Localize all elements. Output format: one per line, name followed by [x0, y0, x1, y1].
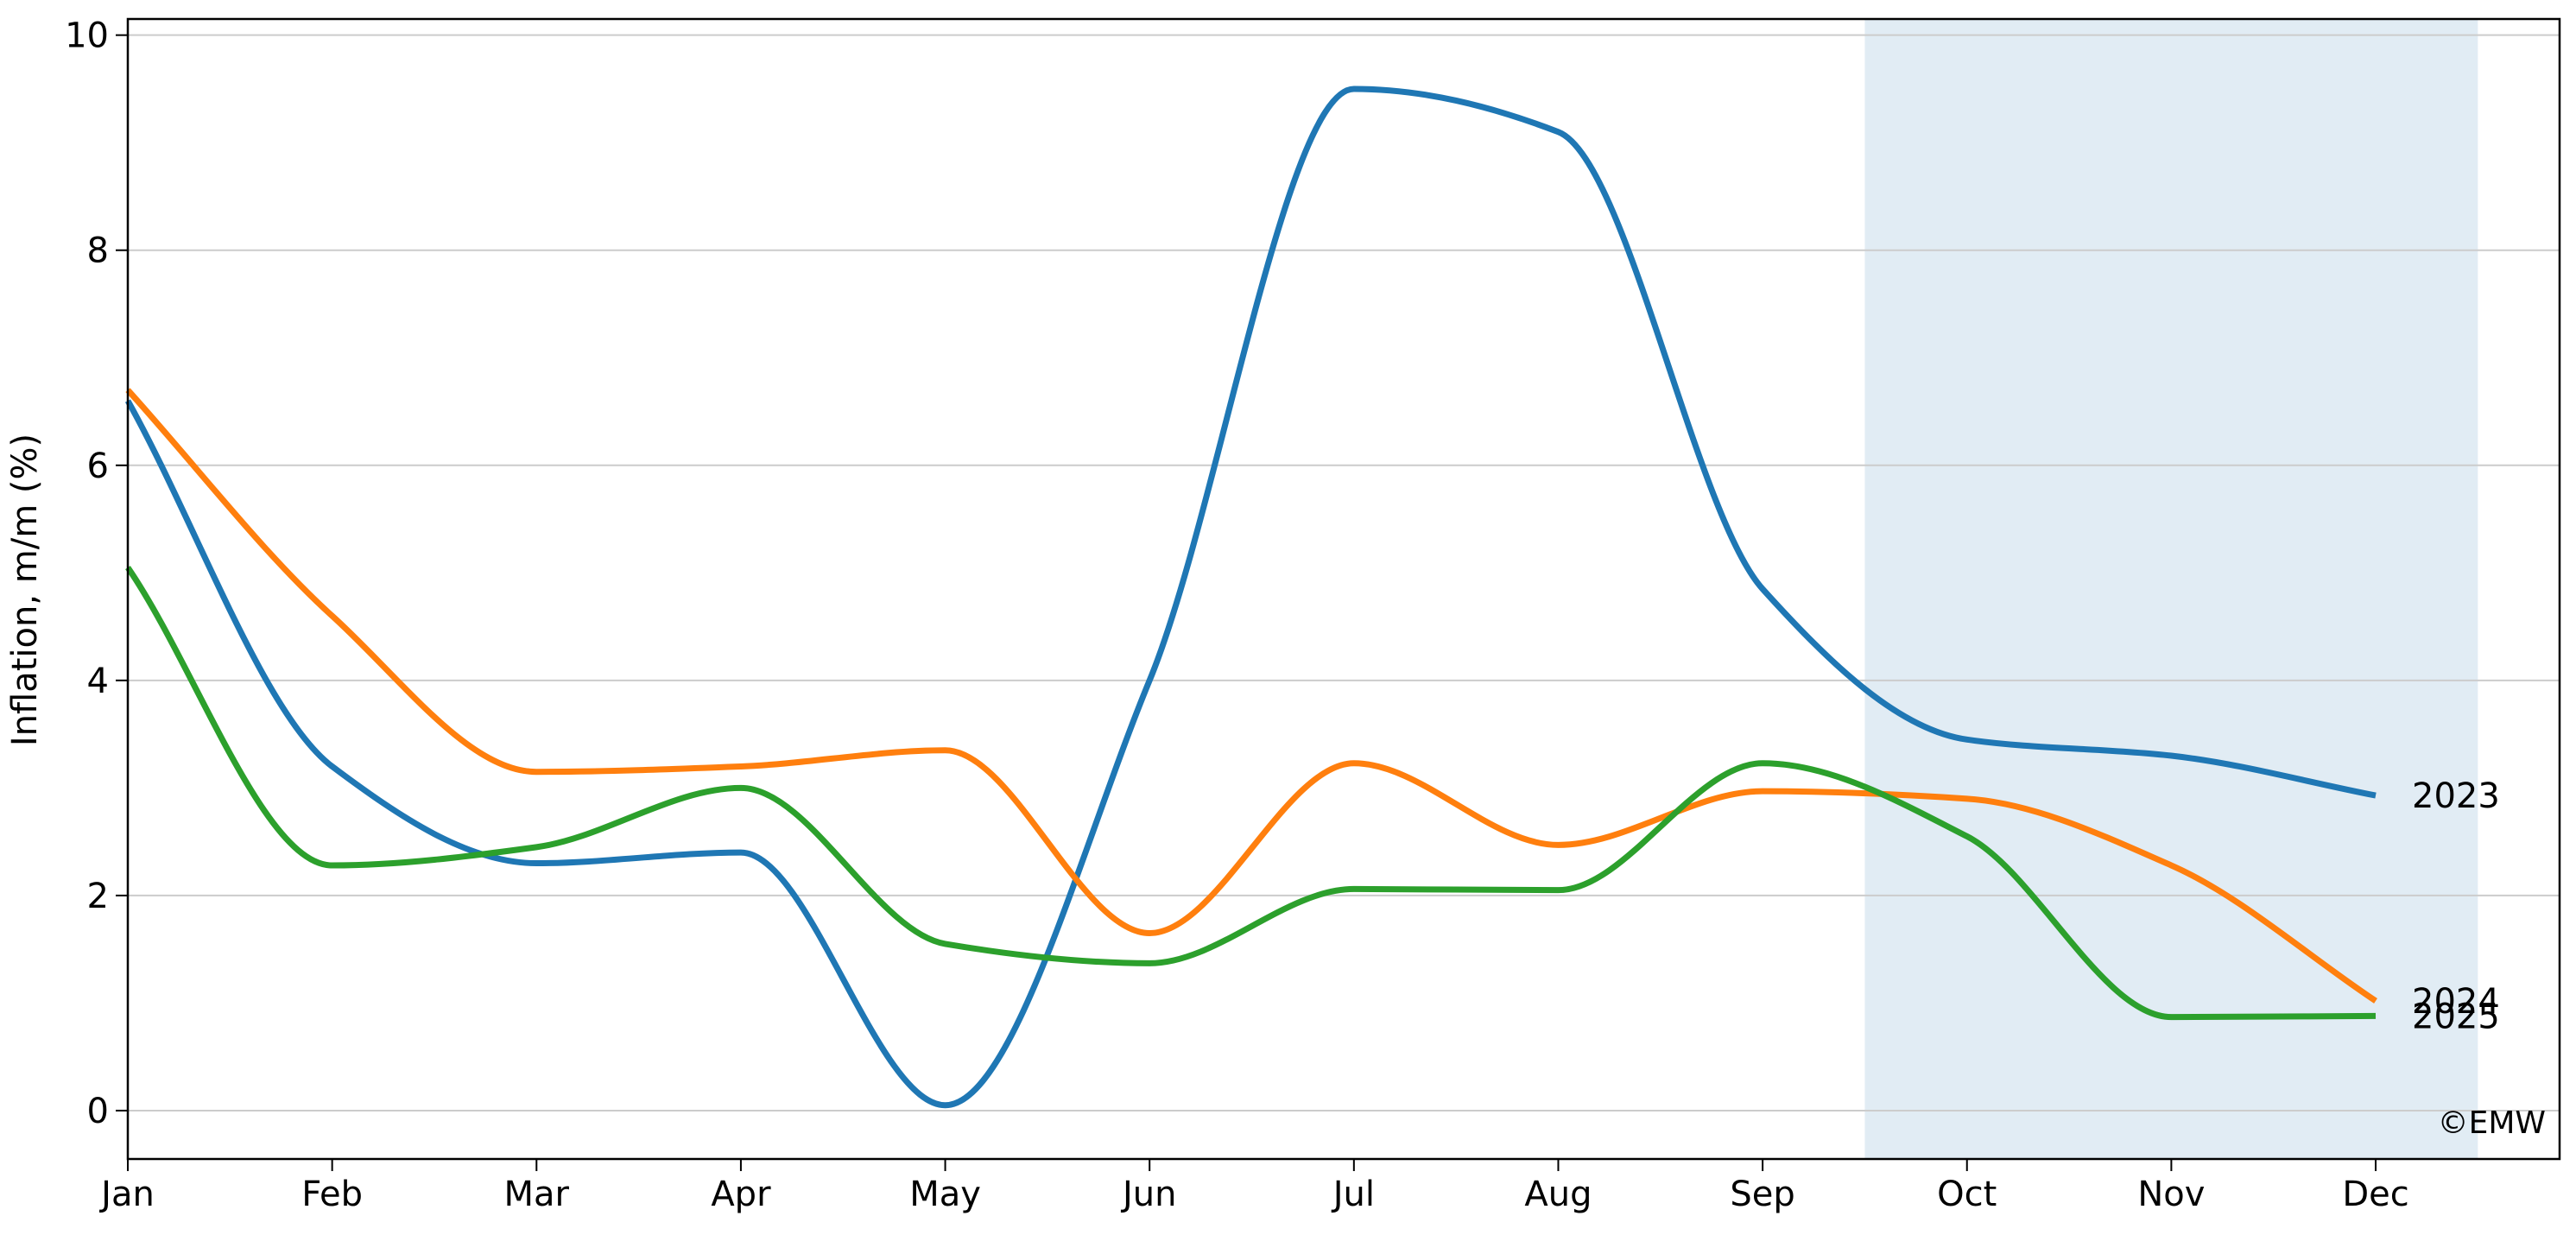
x-tick-label: Feb	[301, 1175, 363, 1214]
highlight-layer	[1864, 19, 2478, 1159]
x-tick-label: Jul	[1331, 1175, 1375, 1214]
x-tick-label: Nov	[2137, 1175, 2205, 1214]
y-tick-label: 0	[87, 1092, 109, 1131]
x-tick-label: Aug	[1524, 1175, 1592, 1214]
y-axis-title: Inflation, m/m (%)	[5, 434, 45, 746]
series-label-2024: 2024	[2412, 982, 2500, 1022]
x-tick-label: Apr	[711, 1175, 771, 1214]
y-tick-label: 10	[65, 16, 109, 56]
series-line-2024	[125, 388, 2377, 1004]
x-tick-label: Mar	[504, 1175, 570, 1214]
x-tick-label: Oct	[1937, 1175, 1997, 1214]
plot-frame	[126, 17, 2561, 1161]
y-tick-label: 2	[87, 877, 109, 916]
x-tick-label: Jun	[1120, 1175, 1177, 1214]
series-line-2025	[125, 566, 2377, 1021]
axes: 0 2 4 6 8 10 Jan Feb Mar Apr May Jun Jul Aug Sep Oct Nov…	[65, 16, 2561, 1214]
series-line-2023	[124, 86, 2377, 1109]
highlight-region	[1864, 19, 2478, 1159]
watermark: ©EMW	[2438, 1105, 2546, 1141]
gridlines	[128, 34, 2560, 1112]
y-tick-label: 8	[87, 231, 109, 271]
x-tick-label: Sep	[1730, 1175, 1794, 1214]
y-tick-label: 4	[87, 662, 109, 701]
y-tick-label: 6	[87, 446, 109, 486]
x-tick-label: Jan	[98, 1175, 155, 1214]
x-tick-label: Dec	[2342, 1175, 2408, 1214]
x-tick-label: May	[909, 1175, 981, 1214]
series-label-2023: 2023	[2412, 776, 2500, 816]
series-lines	[124, 86, 2377, 1109]
series-label-2025: 2025	[2412, 997, 2500, 1036]
